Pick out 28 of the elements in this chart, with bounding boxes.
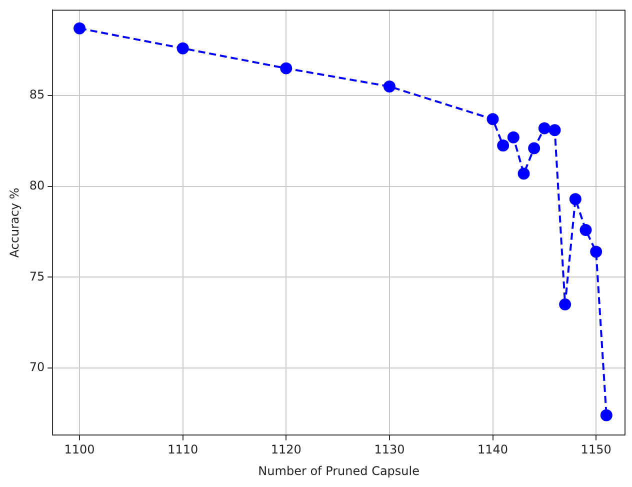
point [600, 409, 612, 422]
y-tick-label: 85 [29, 88, 45, 102]
point [176, 42, 189, 54]
x-tick-label: 1130 [374, 442, 405, 457]
point [580, 224, 592, 236]
x-tick-label: 1110 [168, 442, 198, 457]
y-tick-label: 70 [29, 360, 45, 374]
x-tick-label: 1150 [580, 442, 612, 457]
point [507, 131, 520, 144]
y-tick-label: 75 [29, 269, 45, 284]
y-axis-title: Accuracy % [7, 188, 22, 258]
point [548, 124, 561, 136]
point [538, 122, 550, 134]
point [518, 168, 530, 180]
point [528, 142, 540, 154]
point [383, 80, 396, 92]
point [74, 22, 86, 34]
point [590, 246, 602, 258]
x-tick-label: 1120 [270, 442, 302, 457]
x-axis-title: Number of Pruned Capsule [258, 464, 420, 478]
point [559, 298, 572, 310]
point [486, 113, 499, 126]
point [497, 140, 510, 152]
y-tick-label: 80 [29, 178, 45, 192]
x-tick-label: 1140 [477, 442, 508, 457]
point [569, 193, 582, 206]
point [280, 62, 292, 74]
x-tick-label: 1100 [64, 442, 95, 457]
